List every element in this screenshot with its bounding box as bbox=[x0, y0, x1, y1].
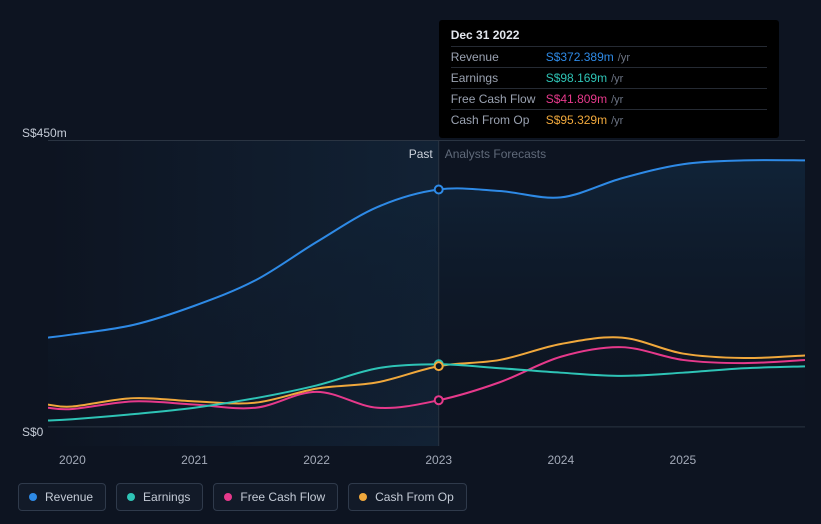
tooltip-row: Cash From OpS$95.329m/yr bbox=[451, 109, 767, 130]
tooltip-unit: /yr bbox=[611, 73, 623, 85]
legend-label: Revenue bbox=[45, 490, 93, 504]
tooltip-row: RevenueS$372.389m/yr bbox=[451, 46, 767, 67]
chart-svg: Past Analysts Forecasts bbox=[48, 140, 805, 446]
hover-tooltip: Dec 31 2022 RevenueS$372.389m/yrEarnings… bbox=[439, 20, 779, 138]
legend-item[interactable]: Earnings bbox=[116, 483, 203, 511]
financial-chart: S$450m S$0 Past Analysts Forecasts 2020 20… bbox=[18, 0, 805, 524]
legend-label: Free Cash Flow bbox=[240, 490, 325, 504]
tooltip-row: Free Cash FlowS$41.809m/yr bbox=[451, 88, 767, 109]
legend-item[interactable]: Cash From Op bbox=[348, 483, 467, 511]
x-tick: 2020 bbox=[59, 453, 86, 467]
x-tick: 2022 bbox=[303, 453, 330, 467]
x-tick: 2025 bbox=[670, 453, 697, 467]
legend-swatch bbox=[29, 493, 37, 501]
tooltip-metric-value: S$98.169m bbox=[546, 71, 607, 85]
svg-text:Analysts Forecasts: Analysts Forecasts bbox=[445, 147, 546, 161]
legend-label: Cash From Op bbox=[375, 490, 454, 504]
tooltip-metric-label: Revenue bbox=[451, 50, 546, 64]
x-tick: 2024 bbox=[547, 453, 574, 467]
tooltip-metric-label: Earnings bbox=[451, 71, 546, 85]
y-tick-zero: S$0 bbox=[22, 425, 43, 439]
legend-label: Earnings bbox=[143, 490, 190, 504]
tooltip-metric-value: S$372.389m bbox=[546, 50, 614, 64]
tooltip-row: EarningsS$98.169m/yr bbox=[451, 67, 767, 88]
legend: Revenue Earnings Free Cash Flow Cash From O… bbox=[18, 483, 467, 511]
tooltip-metric-value: S$41.809m bbox=[546, 92, 607, 106]
y-tick-max: S$450m bbox=[22, 126, 67, 140]
plot-area: Past Analysts Forecasts bbox=[48, 140, 805, 446]
x-tick: 2021 bbox=[181, 453, 208, 467]
tooltip-metric-value: S$95.329m bbox=[546, 113, 607, 127]
tooltip-unit: /yr bbox=[618, 52, 630, 64]
legend-swatch bbox=[224, 493, 232, 501]
svg-text:Past: Past bbox=[409, 147, 434, 161]
tooltip-date: Dec 31 2022 bbox=[451, 28, 767, 46]
legend-item[interactable]: Free Cash Flow bbox=[213, 483, 338, 511]
tooltip-unit: /yr bbox=[611, 115, 623, 127]
tooltip-metric-label: Free Cash Flow bbox=[451, 92, 546, 106]
legend-item[interactable]: Revenue bbox=[18, 483, 106, 511]
legend-swatch bbox=[359, 493, 367, 501]
tooltip-metric-label: Cash From Op bbox=[451, 113, 546, 127]
legend-swatch bbox=[127, 493, 135, 501]
tooltip-unit: /yr bbox=[611, 94, 623, 106]
x-tick: 2023 bbox=[425, 453, 452, 467]
